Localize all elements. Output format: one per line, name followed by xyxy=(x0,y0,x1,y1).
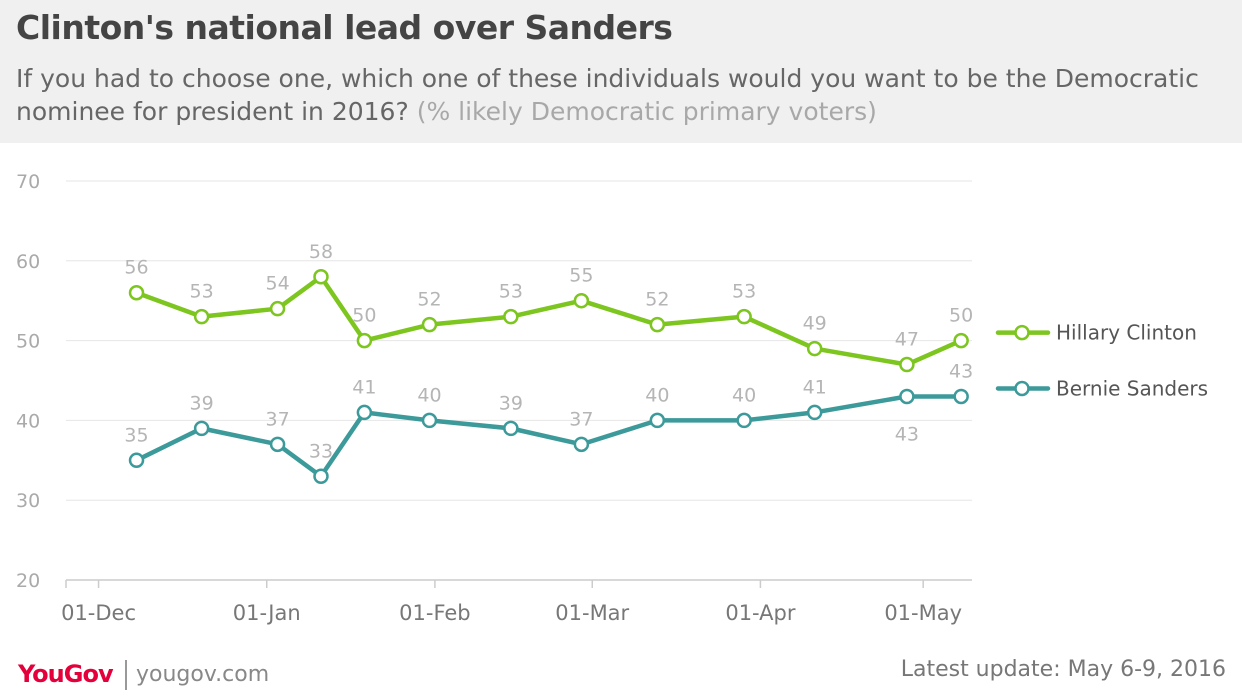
data-point xyxy=(356,332,373,349)
data-label: 37 xyxy=(265,408,289,430)
data-point xyxy=(899,356,915,373)
chart-title: Clinton's national lead over Sanders xyxy=(16,8,673,47)
data-point xyxy=(736,308,752,325)
data-point xyxy=(806,404,823,421)
data-point xyxy=(953,388,969,405)
latest-update: Latest update: May 6-9, 2016 xyxy=(900,657,1226,682)
data-label: 54 xyxy=(265,273,289,295)
data-point xyxy=(421,412,438,429)
data-point xyxy=(193,308,210,325)
data-point xyxy=(899,388,915,405)
y-tick-label: 60 xyxy=(16,251,40,273)
legend-swatch-marker xyxy=(1014,324,1030,341)
data-point xyxy=(953,332,969,349)
data-label: 53 xyxy=(499,281,523,303)
data-label: 40 xyxy=(732,384,756,406)
data-point xyxy=(269,300,286,317)
data-point xyxy=(128,284,145,301)
data-label: 39 xyxy=(190,392,214,414)
data-point xyxy=(356,404,373,421)
data-label: 40 xyxy=(417,384,441,406)
data-label: 41 xyxy=(803,376,827,398)
data-point xyxy=(649,412,666,429)
data-point xyxy=(806,340,823,357)
header: Clinton's national lead over Sanders If … xyxy=(0,0,1242,143)
data-label: 53 xyxy=(190,281,214,303)
data-point xyxy=(269,436,286,453)
legend-swatch-marker xyxy=(1014,380,1030,397)
data-label: 55 xyxy=(569,265,593,287)
y-tick-label: 50 xyxy=(16,331,40,353)
data-label: 52 xyxy=(645,289,669,311)
data-point xyxy=(421,316,438,333)
data-point xyxy=(736,412,752,429)
line-chart: 20 30 40 50 60 70 01-Dec 01-Jan 01-Feb 01-Mar 01-A… xyxy=(16,171,1208,625)
chart-subtitle: If you had to choose one, which one of t… xyxy=(16,62,1216,128)
y-tick-label: 40 xyxy=(16,410,40,432)
data-point xyxy=(313,468,329,485)
data-label: 40 xyxy=(645,384,669,406)
legend-label: Bernie Sanders xyxy=(1056,376,1208,400)
data-point xyxy=(503,308,519,325)
data-label: 33 xyxy=(309,440,333,462)
data-label: 37 xyxy=(569,408,593,430)
legend-label: Hillary Clinton xyxy=(1056,321,1197,345)
series-line xyxy=(134,274,964,367)
data-point xyxy=(193,420,210,437)
data-point xyxy=(503,420,519,437)
y-tick-label: 70 xyxy=(16,171,40,193)
data-point xyxy=(313,269,329,285)
data-label: 52 xyxy=(417,289,441,311)
data-label: 43 xyxy=(895,423,919,445)
x-tick-label: 01-Feb xyxy=(399,601,470,625)
data-point xyxy=(128,452,145,469)
x-tick-label: 01-May xyxy=(884,601,962,625)
question-text: If you had to choose one, which one of t… xyxy=(16,64,1199,126)
data-label: 43 xyxy=(949,360,973,382)
data-label: 39 xyxy=(499,392,523,414)
data-label: 35 xyxy=(124,424,148,446)
data-point xyxy=(573,436,590,453)
data-label: 41 xyxy=(352,376,376,398)
data-label: 53 xyxy=(732,281,756,303)
website-link[interactable]: yougov.com xyxy=(136,662,270,687)
x-tick-label: 01-Jan xyxy=(233,601,301,625)
data-label: 56 xyxy=(124,257,148,279)
data-point xyxy=(573,292,590,309)
series-line xyxy=(134,394,964,479)
y-tick-label: 30 xyxy=(16,490,40,512)
yougov-logo: YouGov xyxy=(18,660,114,688)
x-tick-label: 01-Apr xyxy=(725,601,796,625)
y-tick-label: 20 xyxy=(16,570,40,592)
footer-divider xyxy=(125,660,127,690)
data-label: 47 xyxy=(895,329,919,351)
data-label: 58 xyxy=(309,241,333,263)
x-tick-label: 01-Dec xyxy=(61,601,136,625)
data-point xyxy=(649,316,666,333)
x-tick-label: 01-Mar xyxy=(555,601,629,625)
question-note: (% likely Democratic primary voters) xyxy=(416,97,877,126)
data-label: 50 xyxy=(949,305,973,327)
data-label: 49 xyxy=(803,313,827,335)
data-label: 50 xyxy=(352,305,376,327)
